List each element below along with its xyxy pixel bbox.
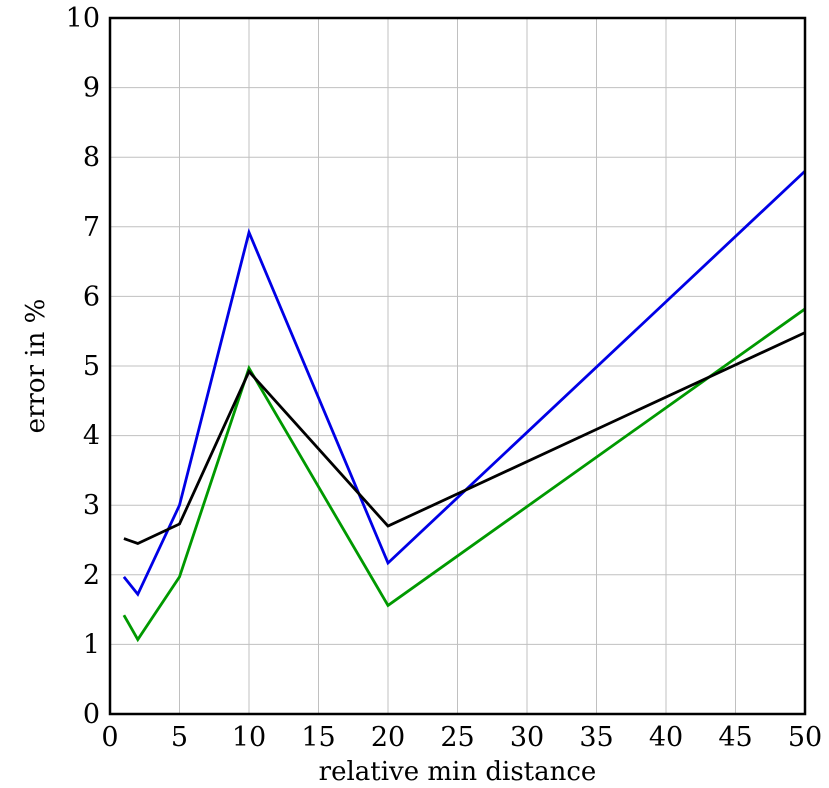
y-tick-label-7: 7 [83,212,100,243]
x-tick-label-5: 25 [440,722,474,753]
x-tick-label-3: 15 [301,722,335,753]
series-lines [122,170,806,643]
x-tick-label-7: 35 [579,722,613,753]
x-tick-label-9: 45 [718,722,752,753]
x-tick-label-4: 20 [371,722,405,753]
x-tick-label-0: 0 [101,722,118,753]
y-tick-label-5: 5 [83,351,100,382]
y-tick-label-2: 2 [83,560,100,591]
y-axis-ticks: 0 1 2 3 4 5 6 7 8 9 10 [66,3,100,730]
x-tick-label-2: 10 [232,722,266,753]
series-line-3 [123,331,806,545]
y-tick-label-9: 9 [83,73,100,104]
y-tick-label-0: 0 [83,699,100,730]
x-tick-label-8: 40 [649,722,683,753]
series-line-2 [122,307,806,643]
y-tick-label-1: 1 [83,629,100,660]
y-tick-label-10: 10 [66,3,100,34]
x-tick-label-1: 5 [171,722,188,753]
y-tick-label-6: 6 [83,281,100,312]
series-line-1 [122,170,806,597]
x-axis-ticks: 0 5 10 15 20 25 30 35 40 45 50 [101,722,822,753]
plot-frame [108,16,807,716]
x-tick-label-6: 30 [510,722,544,753]
y-tick-label-8: 8 [83,142,100,173]
y-tick-label-3: 3 [83,490,100,521]
x-axis-label: relative min distance [319,757,597,787]
y-tick-label-4: 4 [83,421,100,452]
y-axis-label: error in % [21,299,51,434]
x-tick-label-10: 50 [788,722,822,753]
